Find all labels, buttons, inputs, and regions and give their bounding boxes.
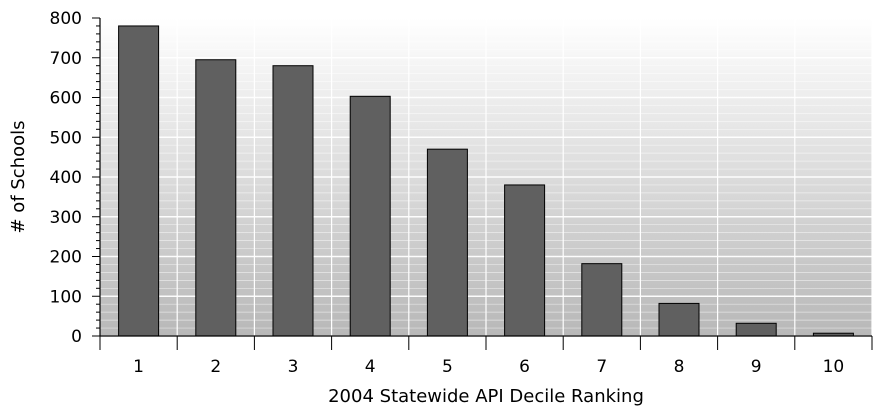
x-tick-label: 7	[596, 357, 607, 377]
x-tick-label: 6	[519, 357, 530, 377]
axes	[92, 17, 873, 350]
x-tick-label: 1	[133, 357, 144, 377]
x-tick-label: 5	[442, 357, 453, 377]
y-tick-label: 800	[50, 9, 82, 29]
bar-8	[658, 302, 700, 337]
bar-3	[272, 65, 314, 337]
y-tick-label: 700	[50, 49, 82, 69]
x-tick-label: 8	[674, 357, 685, 377]
bar-9	[735, 322, 777, 337]
y-tick-label: 200	[50, 248, 82, 268]
y-tick-label: 500	[50, 128, 82, 148]
y-tick-label: 0	[71, 327, 82, 347]
x-tick-labels: 1 2 3 4 5 6 7 8 9 10	[133, 357, 844, 377]
bar-6	[504, 184, 546, 337]
bar-5	[426, 148, 468, 337]
x-tick-label: 10	[823, 357, 845, 377]
bars	[118, 25, 854, 337]
bar-2	[195, 59, 237, 337]
y-tick-label: 600	[50, 89, 82, 109]
x-tick-label: 2	[210, 357, 221, 377]
y-tick-label: 300	[50, 208, 82, 228]
y-tick-label: 400	[50, 168, 82, 188]
y-tick-label: 100	[50, 287, 82, 307]
y-tick-labels: 0 100 200 300 400 500 600 700 800	[50, 9, 82, 347]
x-tick-label: 4	[365, 357, 376, 377]
x-axis-label: 2004 Statewide API Decile Ranking	[328, 386, 644, 407]
bar-7	[581, 263, 623, 337]
x-tick-label: 3	[288, 357, 299, 377]
bar-1	[118, 25, 160, 337]
bar-4	[349, 95, 391, 337]
y-axis-label: # of Schools	[8, 120, 29, 233]
x-tick-label: 9	[751, 357, 762, 377]
